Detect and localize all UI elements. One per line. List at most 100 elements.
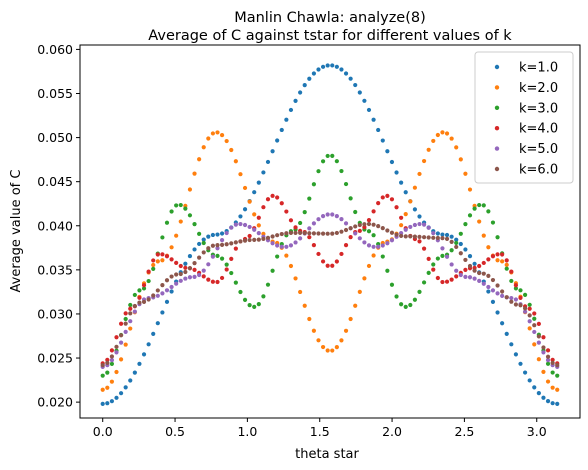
data-point [288, 107, 294, 113]
data-point [500, 259, 505, 264]
data-point [141, 283, 147, 288]
data-point [215, 232, 220, 237]
data-point [458, 241, 463, 247]
data-point [348, 316, 353, 322]
data-point [403, 304, 408, 309]
data-point [160, 310, 165, 315]
data-point [256, 302, 261, 307]
data-point [435, 275, 440, 281]
data-point [238, 221, 243, 227]
data-point [518, 295, 523, 301]
data-point [486, 289, 491, 294]
data-point [467, 213, 473, 218]
data-point [348, 196, 353, 201]
data-point [421, 222, 427, 227]
data-point [532, 385, 537, 390]
data-point [380, 195, 385, 200]
data-point [169, 245, 174, 250]
data-point [412, 222, 417, 228]
data-point [362, 276, 367, 281]
data-point [458, 272, 463, 278]
data-point [495, 258, 500, 263]
data-point [362, 98, 367, 103]
data-point [472, 206, 477, 211]
legend-marker [494, 64, 500, 70]
data-point [385, 268, 390, 273]
data-point [472, 268, 477, 273]
data-point [206, 277, 211, 282]
legend-marker [494, 126, 500, 131]
data-point [183, 276, 188, 281]
data-point [412, 297, 417, 302]
data-point [334, 214, 339, 219]
data-point [118, 333, 124, 338]
data-point [100, 387, 105, 392]
data-point [123, 329, 128, 334]
data-point [513, 352, 519, 357]
data-point [288, 243, 294, 248]
data-point [477, 278, 482, 283]
y-tick-label: 0.035 [37, 262, 73, 277]
data-point [490, 299, 496, 304]
data-point [311, 328, 316, 333]
data-point [261, 236, 266, 241]
data-point [426, 256, 431, 261]
data-point [311, 182, 316, 187]
x-tick-label: 0.0 [93, 424, 113, 439]
data-point [408, 199, 413, 204]
data-point [376, 224, 381, 229]
data-point [279, 201, 284, 206]
x-axis: 0.0 0.5 1.0 1.5 2.0 2.5 3.0 [93, 418, 547, 439]
data-point [417, 214, 422, 219]
data-point [293, 225, 298, 230]
data-point [449, 277, 454, 282]
data-point [128, 378, 133, 383]
data-point [343, 181, 349, 187]
data-point [247, 302, 252, 308]
data-point [545, 358, 551, 363]
data-point [426, 270, 431, 275]
series-k-5-0 [100, 212, 560, 369]
data-point [224, 262, 229, 267]
data-point [174, 272, 179, 277]
data-point [114, 395, 119, 400]
data-point [242, 238, 248, 243]
data-point [192, 222, 197, 227]
data-point [486, 257, 491, 262]
data-point [224, 242, 229, 247]
data-point [252, 237, 257, 242]
data-point [118, 391, 124, 396]
data-point [518, 361, 523, 366]
data-point [376, 127, 381, 133]
data-point [495, 252, 500, 257]
data-point [357, 90, 362, 95]
data-point [215, 253, 220, 258]
data-point [169, 289, 174, 294]
data-point [334, 159, 339, 164]
data-point [513, 302, 519, 307]
data-point [509, 299, 514, 304]
data-point [490, 277, 496, 283]
data-point [325, 63, 330, 68]
data-point [527, 378, 532, 383]
data-point [279, 244, 284, 249]
data-point [114, 369, 119, 375]
data-point [532, 323, 537, 328]
data-point [316, 231, 321, 236]
data-point [311, 71, 316, 76]
data-point [380, 226, 385, 231]
data-point [298, 289, 303, 295]
data-point [536, 334, 541, 339]
y-tick-label: 0.050 [37, 130, 73, 145]
data-point [105, 385, 110, 390]
data-point [160, 252, 165, 257]
data-point [201, 268, 206, 273]
data-point [128, 311, 133, 316]
data-point [527, 326, 532, 331]
data-point [431, 138, 436, 144]
data-point [109, 358, 114, 363]
data-point [357, 236, 362, 241]
data-point [353, 209, 358, 215]
data-point [371, 253, 376, 258]
legend-label: k=5.0 [519, 142, 558, 157]
